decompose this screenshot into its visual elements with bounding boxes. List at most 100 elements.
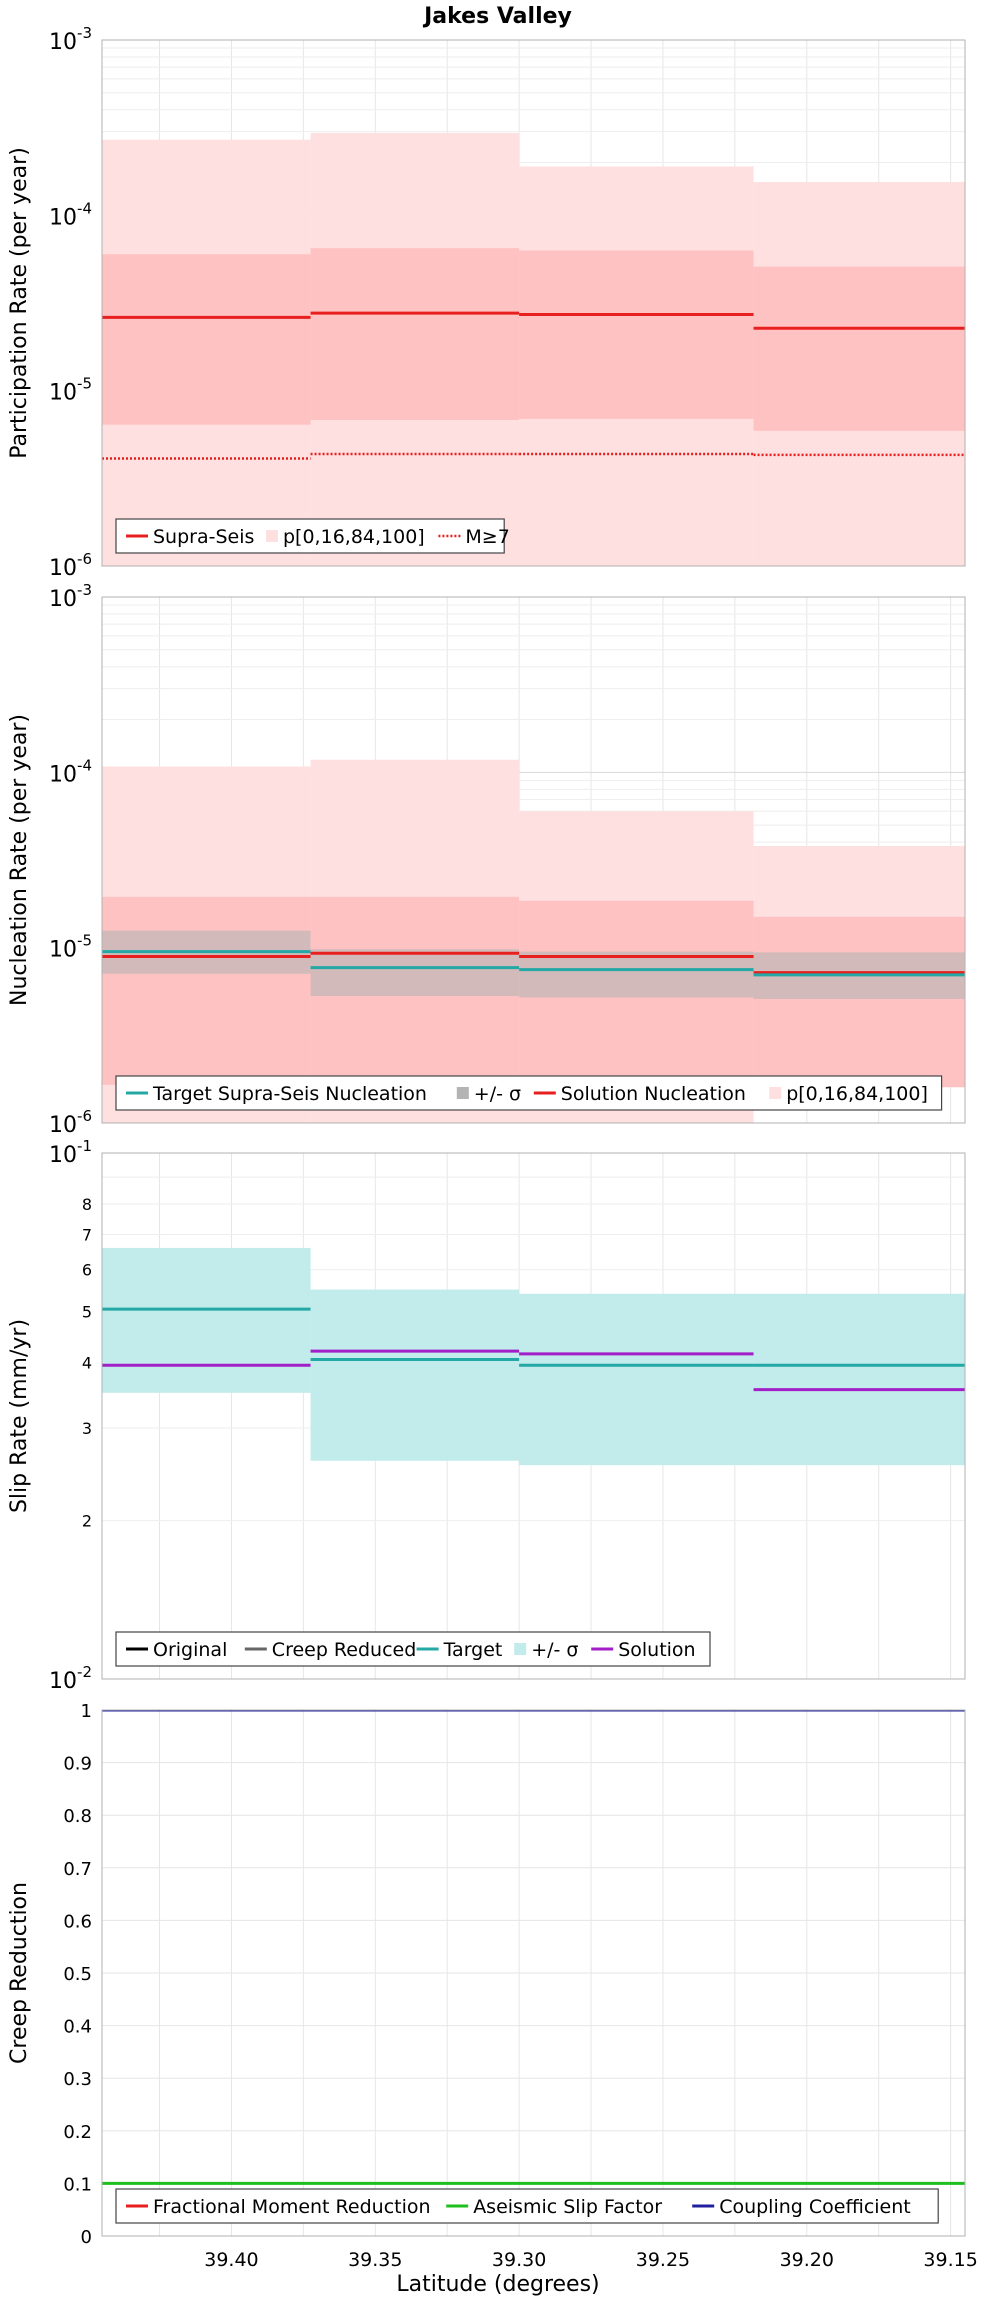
legend-label: +/- σ bbox=[531, 1639, 578, 1661]
y-tick-label: 0 bbox=[81, 2227, 92, 2248]
band-segment bbox=[753, 266, 965, 431]
legend-label: Fractional Moment Reduction bbox=[153, 2196, 431, 2218]
legend-swatch bbox=[769, 1087, 782, 1099]
legend-label: Target bbox=[443, 1639, 503, 1661]
plot-content bbox=[102, 1710, 965, 2185]
legend-label: Solution bbox=[618, 1639, 695, 1661]
plot-frame bbox=[101, 596, 966, 1124]
y-tick-label: 0.1 bbox=[63, 2174, 92, 2195]
y-tick-label: 0.8 bbox=[63, 1806, 92, 1827]
y-tick-label: 10-4 bbox=[49, 199, 92, 230]
legend: Fractional Moment Reduction Aseismic Slip… bbox=[115, 2188, 939, 2224]
x-tick-label: 39.40 bbox=[204, 2249, 258, 2271]
gridlines bbox=[102, 1709, 965, 2237]
y-axis-label: Slip Rate (mm/yr) bbox=[7, 1319, 32, 1513]
y-tick-label: 0.6 bbox=[63, 1911, 92, 1932]
legend-swatch bbox=[266, 530, 278, 542]
y-tick-label: 10-3 bbox=[49, 24, 92, 55]
legend-swatch bbox=[456, 1087, 469, 1099]
y-tick-labels: 10-2 2 3 4 5 6 7 8 10-1 bbox=[49, 1137, 92, 1694]
y-tick-label: 7 bbox=[82, 1225, 92, 1244]
band-segment bbox=[102, 896, 311, 1085]
x-tick-label: 39.30 bbox=[492, 2249, 546, 2271]
y-tick-label: 0.4 bbox=[63, 2017, 92, 2038]
legend-label: p[0,16,84,100] bbox=[283, 526, 425, 548]
y-tick-label: 0.7 bbox=[63, 1859, 92, 1880]
legend-label: Original bbox=[153, 1639, 227, 1661]
band-segment bbox=[753, 1293, 965, 1466]
band-p-16-84- bbox=[102, 896, 965, 1088]
panel-slip: 10-2 2 3 4 5 6 7 8 10-1 Slip Rate (mm/yr) Original… bbox=[7, 1137, 966, 1694]
y-tick-label: 10-4 bbox=[49, 756, 92, 787]
x-axis-label: Latitude (degrees) bbox=[396, 2272, 599, 2297]
legend-label: Target Supra-Seis Nucleation bbox=[152, 1083, 427, 1105]
y-tick-label: 2 bbox=[82, 1512, 92, 1531]
y-tick-label: 10-2 bbox=[49, 1663, 92, 1694]
y-tick-label: 0.2 bbox=[63, 2122, 92, 2143]
series-supra-seis bbox=[102, 311, 965, 330]
band-segment bbox=[519, 951, 754, 998]
panel-nucleation: 10-6 10-5 10-4 10-3 Nucleation Rate (per yea… bbox=[7, 581, 966, 1138]
legend: Original Creep Reduced Target +/- σ Solution bbox=[115, 1631, 711, 1667]
legend: Supra-Seis p[0,16,84,100] M≥7 bbox=[115, 518, 510, 554]
legend-label: Creep Reduced bbox=[272, 1639, 416, 1661]
series-m-7 bbox=[102, 452, 965, 460]
y-axis-label: Nucleation Rate (per year) bbox=[7, 714, 32, 1006]
y-tick-label: 0.9 bbox=[63, 1754, 92, 1775]
y-tick-label: 0.3 bbox=[63, 2069, 92, 2090]
series-solution bbox=[102, 1349, 965, 1392]
legend-box bbox=[115, 2188, 939, 2224]
legend-swatch bbox=[514, 1643, 527, 1655]
legend-label: Aseismic Slip Factor bbox=[473, 2196, 662, 2218]
y-tick-label: 8 bbox=[82, 1195, 92, 1214]
y-tick-label: 10-5 bbox=[49, 932, 92, 963]
y-tick-label: 10-3 bbox=[49, 581, 92, 612]
band-segment bbox=[310, 248, 520, 421]
y-tick-labels: 0 0.1 0.2 0.3 0.4 0.5 0.6 0.7 0.8 0.9 1 bbox=[63, 1701, 92, 2248]
series-target-supra-seis-nucleation bbox=[102, 950, 965, 977]
plot-content bbox=[102, 759, 965, 1123]
y-axis-label: Creep Reduction bbox=[7, 1882, 32, 2064]
band-segment bbox=[102, 254, 311, 425]
y-axis-label: Participation Rate (per year) bbox=[7, 147, 32, 459]
y-tick-label: 10-6 bbox=[49, 550, 92, 581]
band-segment bbox=[102, 1247, 311, 1393]
y-tick-labels: 10-6 10-5 10-4 10-3 bbox=[49, 24, 92, 581]
x-tick-label: 39.15 bbox=[923, 2249, 977, 2271]
legend-label: Supra-Seis bbox=[153, 526, 254, 548]
plot-frame bbox=[101, 1709, 966, 2237]
legend-label: +/- σ bbox=[474, 1083, 521, 1105]
y-tick-label: 6 bbox=[82, 1261, 92, 1280]
panels: 10-6 10-5 10-4 10-3 Participation Rate (per … bbox=[7, 24, 978, 2271]
band-segment bbox=[519, 1293, 754, 1466]
y-tick-label: 10-5 bbox=[49, 375, 92, 406]
y-tick-label: 10-6 bbox=[49, 1107, 92, 1138]
y-tick-label: 3 bbox=[82, 1419, 92, 1438]
legend-box bbox=[115, 1075, 943, 1111]
band-p-16-84- bbox=[102, 248, 965, 431]
plot-frame bbox=[101, 1152, 966, 1680]
band-segment bbox=[519, 250, 754, 419]
plot-frame bbox=[101, 39, 966, 567]
legend-label: M≥7 bbox=[465, 526, 509, 548]
x-tick-labels: 39.40 39.35 39.30 39.25 39.20 39.15 bbox=[204, 2249, 978, 2271]
panel-participation: 10-6 10-5 10-4 10-3 Participation Rate (per … bbox=[7, 24, 966, 581]
series-solution-nucleation bbox=[102, 951, 965, 975]
band-segment bbox=[753, 916, 965, 1088]
band-segment bbox=[310, 949, 520, 997]
y-tick-label: 10-1 bbox=[49, 1137, 92, 1168]
x-tick-label: 39.20 bbox=[780, 2249, 834, 2271]
plot-content bbox=[102, 1247, 965, 1466]
x-tick-label: 39.25 bbox=[636, 2249, 690, 2271]
band-segment bbox=[310, 1289, 520, 1461]
y-tick-label: 0.5 bbox=[63, 1964, 92, 1985]
y-tick-label: 4 bbox=[82, 1353, 92, 1372]
plot-content bbox=[102, 132, 965, 566]
band-- bbox=[102, 1247, 965, 1466]
x-tick-label: 39.35 bbox=[348, 2249, 402, 2271]
chart-title: Jakes Valley bbox=[422, 4, 572, 29]
y-tick-label: 5 bbox=[82, 1302, 92, 1321]
legend: Target Supra-Seis Nucleation +/- σ Solutio… bbox=[115, 1075, 943, 1111]
panel-creep: 0 0.1 0.2 0.3 0.4 0.5 0.6 0.7 0.8 0.9 1 Creep Reduc… bbox=[7, 1701, 966, 2248]
